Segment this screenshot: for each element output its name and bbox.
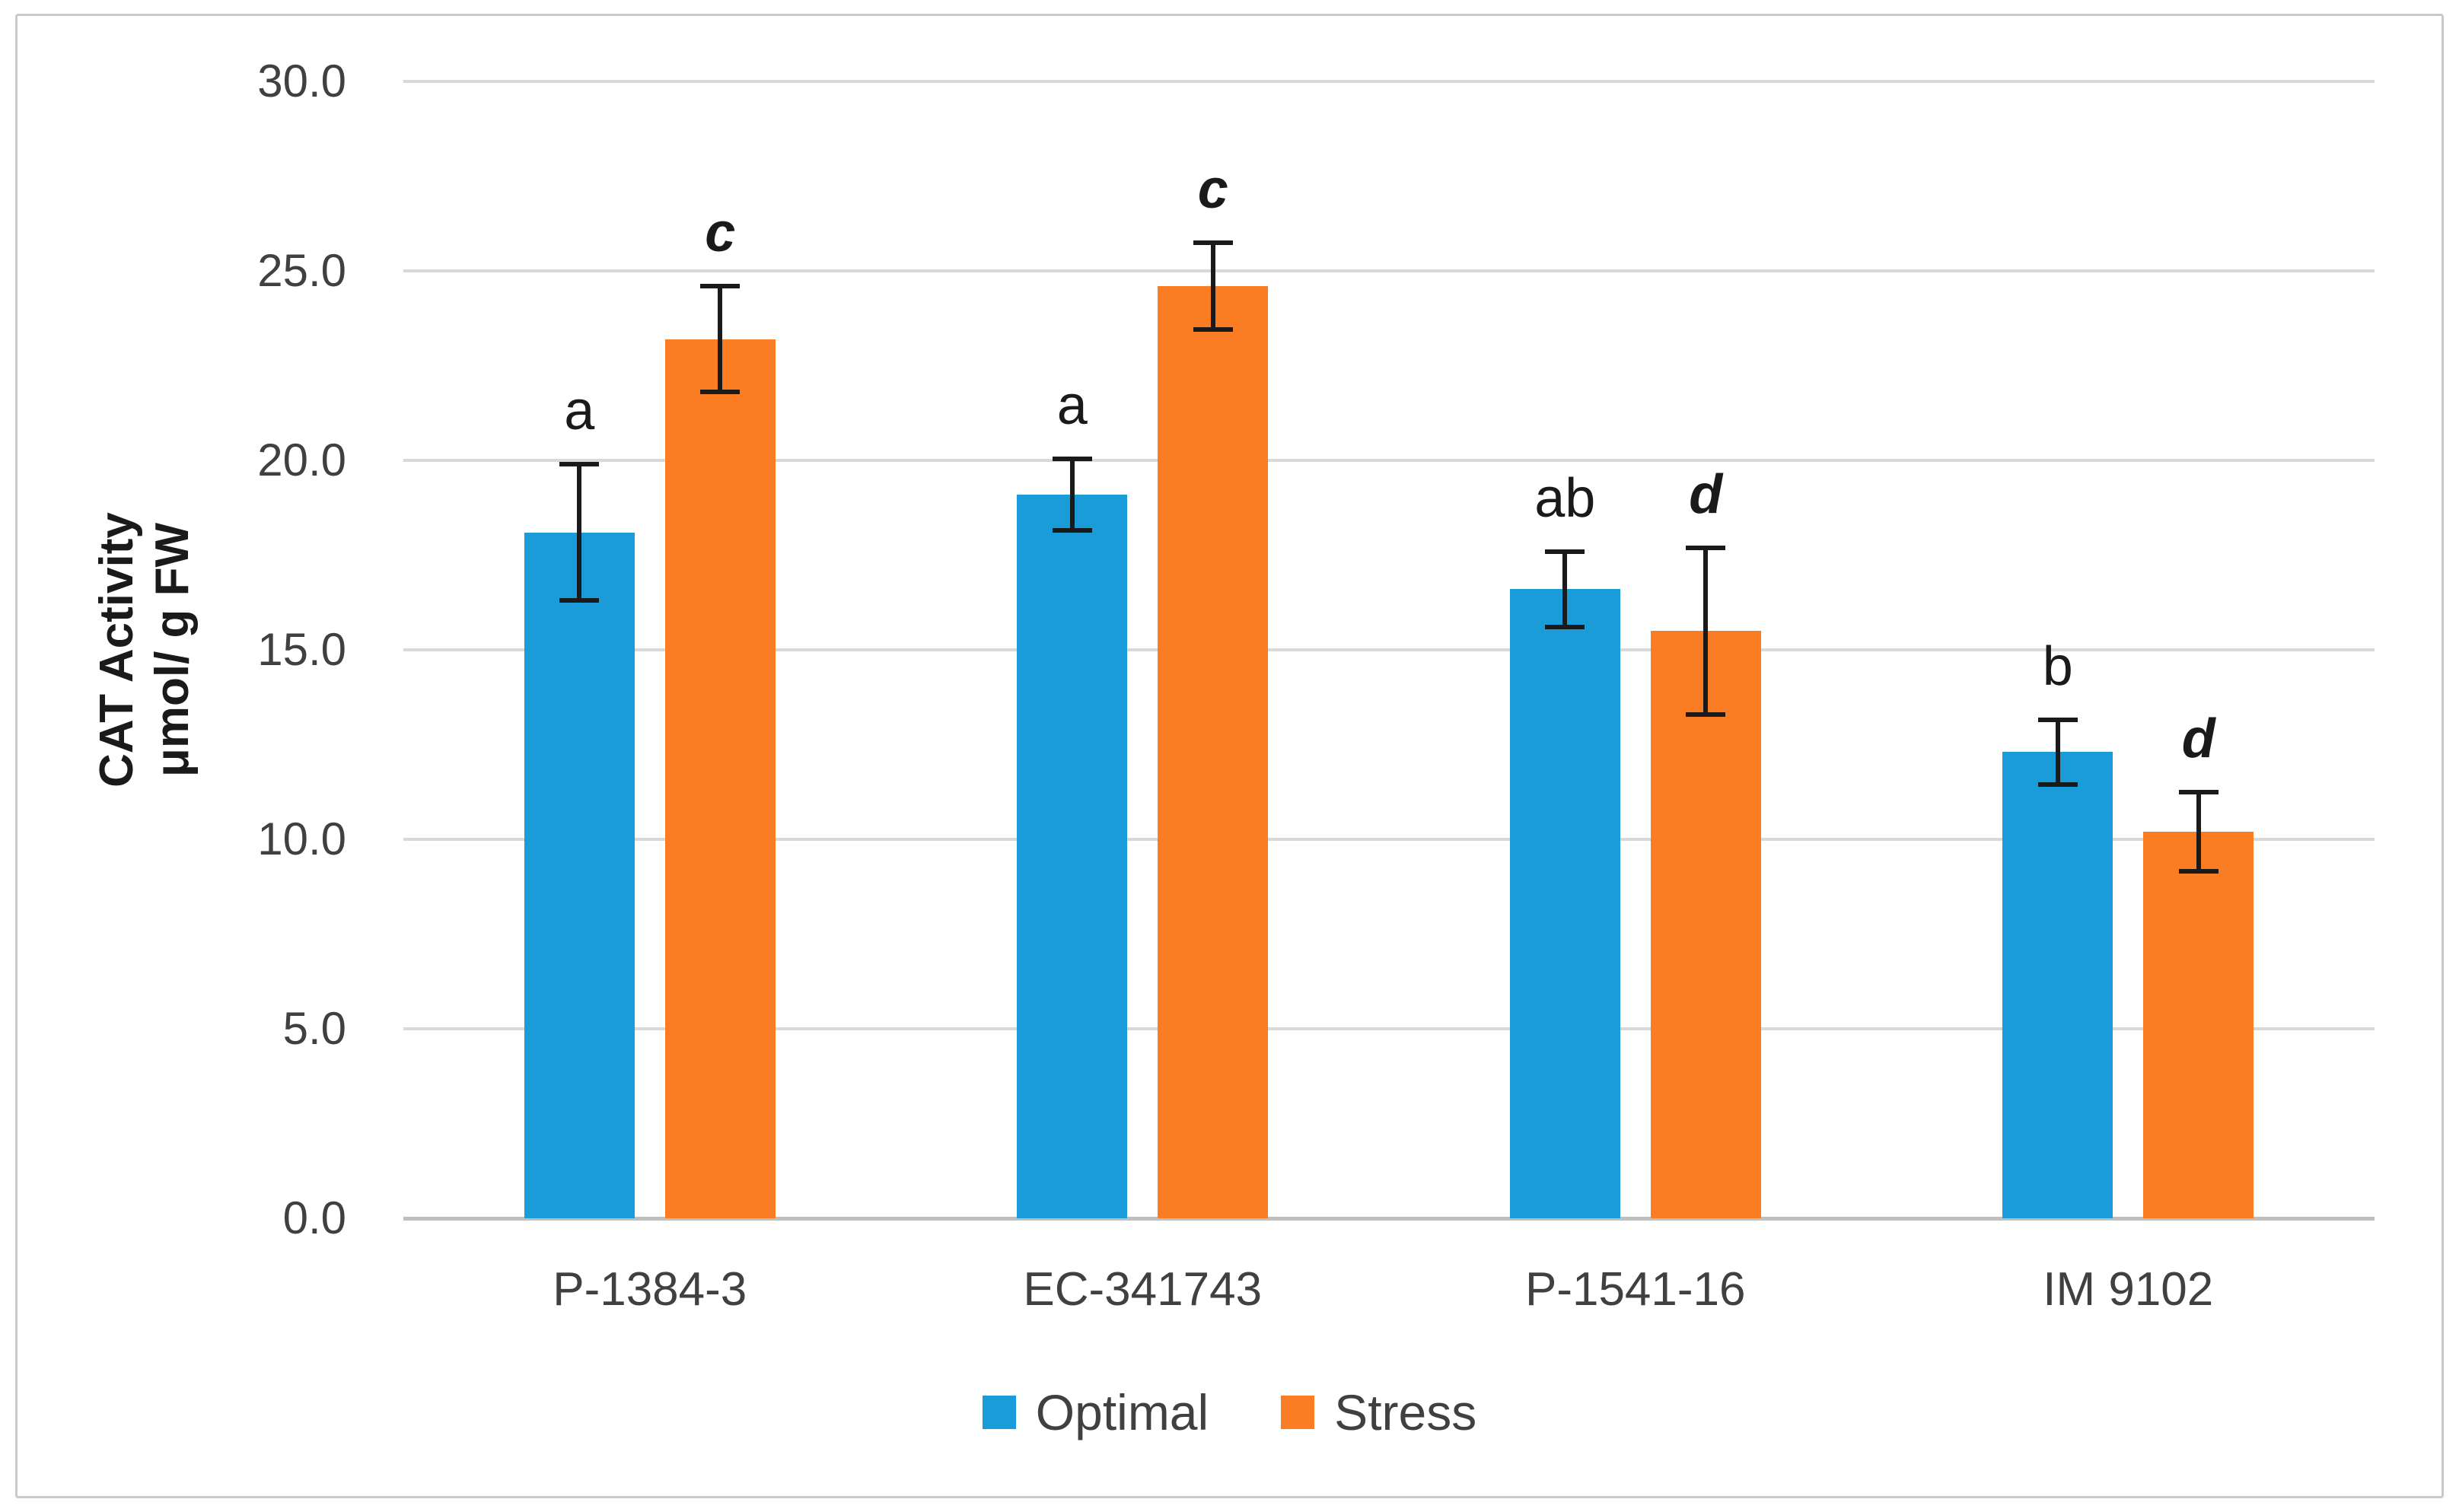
error-bar-line (1069, 458, 1075, 531)
legend-swatch-optimal (982, 1396, 1016, 1429)
legend-item-optimal: Optimal (982, 1383, 1209, 1441)
bar-stress (2143, 832, 2254, 1218)
error-bar-cap-top (1545, 549, 1585, 554)
error-bar-line (1210, 242, 1215, 330)
error-bar-cap-bottom (1052, 528, 1092, 533)
legend-label: Optimal (1035, 1384, 1209, 1440)
error-bar-line (1562, 551, 1568, 628)
bar-optimal (524, 532, 635, 1218)
error-bar-line (2055, 720, 2060, 785)
bar-stress (1650, 631, 1761, 1218)
significance-letter: c (705, 202, 736, 263)
y-axis-title: CAT Activity μmol/ g FW (89, 512, 200, 788)
legend-swatch-stress (1281, 1396, 1315, 1429)
y-axis-title-line2: μmol/ g FW (146, 522, 199, 778)
gridline (403, 459, 2375, 462)
significance-letter: ab (1534, 467, 1596, 529)
gridline (403, 269, 2375, 272)
bar-optimal (2002, 752, 2113, 1218)
error-bar-cap-bottom (1686, 711, 1726, 717)
x-category-label: P-1541-16 (1524, 1263, 1746, 1316)
y-tick-label: 5.0 (282, 1003, 346, 1054)
significance-letter: d (1689, 463, 1723, 525)
y-tick-label: 30.0 (257, 56, 346, 107)
significance-letter: d (2181, 708, 2215, 769)
error-bar-cap-top (2037, 718, 2078, 723)
y-tick-label: 20.0 (257, 435, 346, 485)
error-bar-cap-top (1193, 240, 1233, 245)
x-category-label: EC-341743 (1023, 1263, 1263, 1316)
gridline (403, 648, 2375, 651)
gridline (403, 80, 2375, 83)
error-bar-cap-bottom (1193, 327, 1233, 333)
x-category-label: IM 9102 (2043, 1263, 2214, 1316)
legend-item-stress: Stress (1281, 1383, 1476, 1441)
y-tick-label: 0.0 (282, 1192, 346, 1243)
error-bar-cap-top (559, 461, 600, 466)
error-bar-line (2196, 791, 2201, 872)
bar-stress (664, 339, 776, 1218)
y-tick-label: 25.0 (257, 245, 346, 296)
significance-letter: c (1197, 158, 1228, 220)
error-bar-cap-top (700, 283, 741, 288)
y-axis-title-line1: CAT Activity (90, 512, 143, 788)
y-tick-label: 10.0 (257, 813, 346, 864)
x-category-label: P-1384-3 (553, 1263, 747, 1316)
bar-optimal (1509, 589, 1620, 1218)
error-bar-cap-bottom (700, 390, 741, 395)
error-bar-line (718, 285, 723, 393)
legend: Optimal Stress (0, 1383, 2459, 1441)
legend-label: Stress (1334, 1384, 1477, 1440)
error-bar-line (577, 463, 582, 601)
error-bar-line (1703, 547, 1709, 715)
error-bar-cap-top (1052, 456, 1092, 461)
error-bar-cap-bottom (2178, 869, 2219, 874)
gridline (403, 1027, 2375, 1030)
bar-stress (1158, 285, 1269, 1218)
error-bar-cap-bottom (559, 598, 600, 603)
error-bar-cap-bottom (1545, 625, 1585, 630)
error-bar-cap-top (2178, 789, 2219, 794)
gridline (403, 838, 2375, 841)
significance-letter: b (2042, 636, 2073, 698)
bar-optimal (1017, 494, 1128, 1218)
error-bar-cap-bottom (2037, 781, 2078, 787)
significance-letter: a (1056, 374, 1088, 436)
y-tick-label: 15.0 (257, 624, 346, 675)
error-bar-cap-top (1686, 545, 1726, 550)
significance-letter: a (564, 380, 595, 441)
x-axis-line (403, 1217, 2375, 1221)
